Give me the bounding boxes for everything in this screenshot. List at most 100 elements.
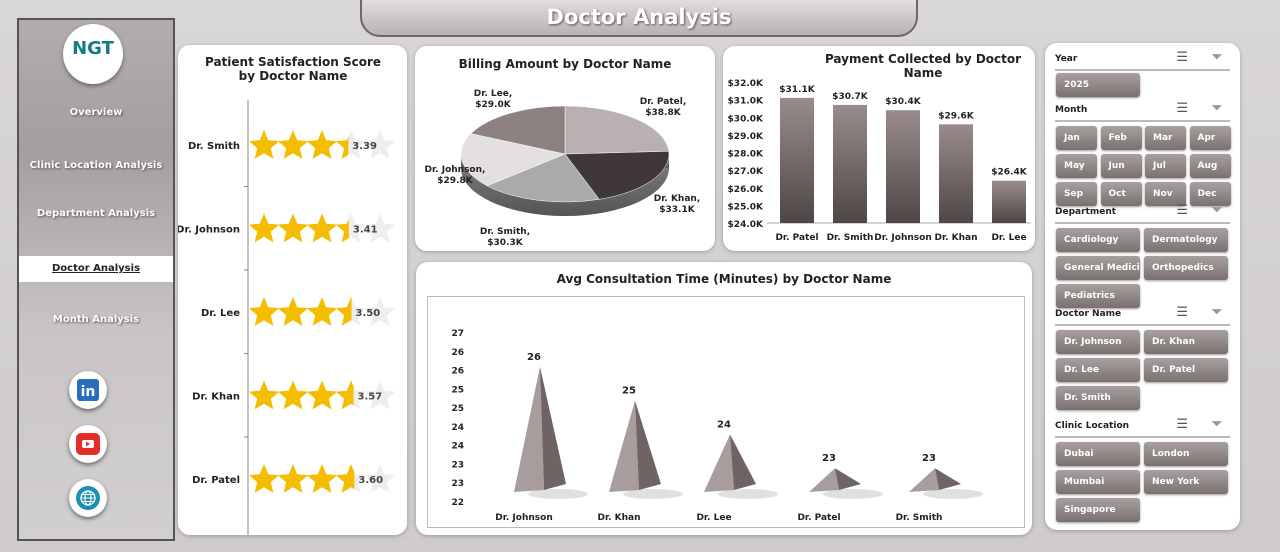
doctor-name-option-dr-patel[interactable]: Dr. Patel <box>1144 358 1228 382</box>
y-tick-label: $32.0K <box>728 79 764 89</box>
month-option-mar[interactable]: Mar <box>1145 126 1186 150</box>
data-label: 25 <box>622 386 636 397</box>
year-option-2025[interactable]: 2025 <box>1056 73 1140 97</box>
empty-star <box>364 130 396 159</box>
filled-star <box>335 297 352 326</box>
x-tick-label: Dr. Johnson <box>874 233 931 243</box>
month-option-aug[interactable]: Aug <box>1189 154 1231 178</box>
filled-star <box>250 213 280 243</box>
x-tick-label: Dr. Patel <box>775 233 818 243</box>
clinic-location-option-mumbai[interactable]: Mumbai <box>1056 470 1140 494</box>
pie-slice <box>470 105 566 155</box>
nav-doctor-analysis[interactable]: Doctor Analysis <box>19 256 173 282</box>
filled-star <box>306 464 338 493</box>
nav-month-analysis[interactable]: Month Analysis <box>52 314 140 325</box>
y-tick-label: $25.0K <box>728 202 764 212</box>
doctor-name-option-dr-smith[interactable]: Dr. Smith <box>1056 386 1140 410</box>
y-tick-label: $27.0K <box>728 167 764 177</box>
chart-title: Payment Collected by Doctor Name <box>824 52 1022 80</box>
bar <box>939 124 973 223</box>
payment-chart-panel: Payment Collected by Doctor Name $24.0K $… <box>723 46 1035 251</box>
clinic-location-option-singapore[interactable]: Singapore <box>1056 498 1140 522</box>
data-label: $26.4K <box>991 168 1027 178</box>
clinic-location-slicer-header: Clinic Location ☰ ⏷ <box>1055 416 1230 438</box>
cone-shadow <box>718 489 778 499</box>
y-tick-label: 25 <box>451 404 464 414</box>
month-option-apr[interactable]: Apr <box>1189 126 1231 150</box>
linkedin-link[interactable]: in <box>69 371 107 409</box>
x-tick-label: Dr. Khan <box>934 233 977 243</box>
slice-value: $30.3K <box>487 238 523 248</box>
value-label: 3.60 <box>358 475 383 486</box>
filled-star <box>277 297 309 326</box>
category-label: Dr. Lee <box>201 308 240 319</box>
multi-select-icon[interactable]: ☰ <box>1176 417 1188 432</box>
nav-department-analysis[interactable]: Department Analysis <box>36 208 156 219</box>
slice-name: Dr. Lee, <box>474 89 513 99</box>
nav-clinic-location-analysis[interactable]: Clinic Location Analysis <box>29 160 163 171</box>
filled-star <box>277 130 309 159</box>
slicer-title: Clinic Location <box>1055 421 1130 431</box>
doctor-name-option-dr-khan[interactable]: Dr. Khan <box>1144 330 1228 354</box>
cone-chart: 22 23 23 24 24 25 25 26 26 27 26 Dr. Johnson 25 Dr. K… <box>451 329 983 523</box>
department-option-dermatology[interactable]: Dermatology <box>1144 228 1228 252</box>
slice-label: Dr. Patel, $38.8K <box>640 97 687 118</box>
logo: NGT <box>63 24 123 84</box>
bar <box>780 97 814 223</box>
filled-star <box>335 380 354 410</box>
pie-chart: Dr. Patel, $38.8K Dr. Khan, $33.1K Dr. Smith… <box>425 89 701 248</box>
slice-value: $38.8K <box>645 108 681 118</box>
clinic-location-option-dubai[interactable]: Dubai <box>1056 442 1140 466</box>
slice-name: Dr. Patel, <box>640 97 687 107</box>
multi-select-icon[interactable]: ☰ <box>1176 101 1188 116</box>
department-option-cardiology[interactable]: Cardiology <box>1056 228 1140 252</box>
value-label: 3.57 <box>358 392 383 403</box>
clinic-location-option-new-york[interactable]: New York <box>1144 470 1228 494</box>
clear-filter-icon[interactable]: ⏷ <box>1211 417 1222 432</box>
slice-label: Dr. Lee, $29.0K <box>474 89 513 110</box>
clear-filter-icon[interactable]: ⏷ <box>1211 305 1222 320</box>
billing-chart-panel: Billing Amount by Doctor Name Dr. Patel,… <box>415 46 715 251</box>
doctor-name-option-dr-lee[interactable]: Dr. Lee <box>1056 358 1140 382</box>
month-option-oct[interactable]: Oct <box>1100 182 1142 206</box>
filled-star <box>250 464 280 493</box>
doctor-name-option-dr-johnson[interactable]: Dr. Johnson <box>1056 330 1140 354</box>
department-slicer-header: Department ☰ ⏷ <box>1055 202 1230 224</box>
nav-overview[interactable]: Overview <box>69 107 123 118</box>
slicer-title: Year <box>1055 54 1078 64</box>
globe-link[interactable] <box>69 479 107 517</box>
month-option-jan[interactable]: Jan <box>1056 126 1097 150</box>
clear-filter-icon[interactable]: ⏷ <box>1211 50 1222 65</box>
clinic-location-option-london[interactable]: London <box>1144 442 1228 466</box>
month-option-dec[interactable]: Dec <box>1189 182 1231 206</box>
chart-title: Avg Consultation Time (Minutes) by Docto… <box>556 272 892 286</box>
x-tick-label: Dr. Lee <box>696 513 731 523</box>
bar <box>992 180 1026 223</box>
month-option-jun[interactable]: Jun <box>1100 154 1142 178</box>
category-label: Dr. Khan <box>192 392 240 403</box>
multi-select-icon[interactable]: ☰ <box>1176 50 1188 65</box>
bar <box>886 110 920 223</box>
slice-value: $29.0K <box>475 100 511 110</box>
y-tick-label: 25 <box>451 385 464 395</box>
department-option-orthopedics[interactable]: Orthopedics <box>1144 256 1228 280</box>
clear-filter-icon[interactable]: ⏷ <box>1211 101 1222 116</box>
month-option-feb[interactable]: Feb <box>1100 126 1142 150</box>
month-option-jul[interactable]: Jul <box>1145 154 1186 178</box>
month-option-nov[interactable]: Nov <box>1145 182 1186 206</box>
month-option-sep[interactable]: Sep <box>1056 182 1097 206</box>
y-tick-label: 22 <box>451 498 464 508</box>
clear-filter-icon[interactable]: ⏷ <box>1211 203 1222 218</box>
youtube-link[interactable] <box>69 425 107 463</box>
multi-select-icon[interactable]: ☰ <box>1176 305 1188 320</box>
year-slicer-header: Year ☰ ⏷ <box>1055 49 1230 71</box>
department-option-general-medici-[interactable]: General Medici... <box>1056 256 1140 280</box>
month-option-may[interactable]: May <box>1056 154 1097 178</box>
y-tick-label: 26 <box>451 348 464 358</box>
data-label: 26 <box>527 352 541 363</box>
cone-side <box>635 400 661 490</box>
cone-side <box>935 468 961 490</box>
department-option-pediatrics[interactable]: Pediatrics <box>1056 284 1140 308</box>
multi-select-icon[interactable]: ☰ <box>1176 203 1188 218</box>
y-tick-label: 23 <box>451 479 464 489</box>
